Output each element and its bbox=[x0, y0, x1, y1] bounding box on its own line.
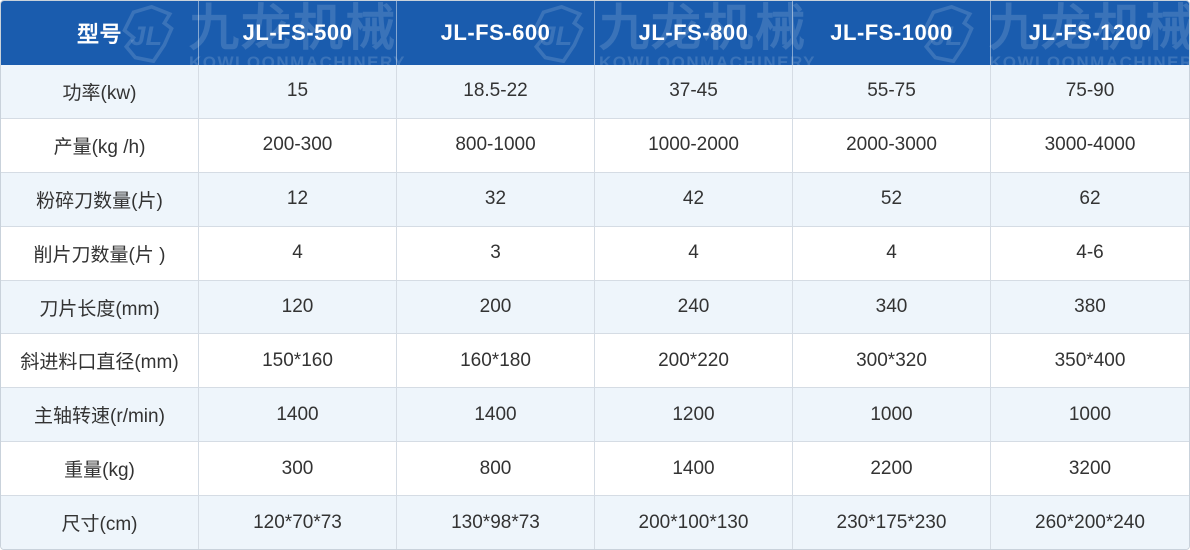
row-label: 重量(kg) bbox=[1, 442, 199, 496]
header-cell-fs1000: JL-FS-1000 bbox=[793, 1, 991, 65]
row-label: 功率(kw) bbox=[1, 65, 199, 118]
spec-value-cell: 62 bbox=[1079, 188, 1101, 210]
spec-value-cell: 300 bbox=[199, 442, 397, 496]
spec-value-cell: 2200 bbox=[793, 442, 991, 496]
spec-value-cell: 150*160 bbox=[199, 334, 397, 388]
spec-value-cell: 75-90 bbox=[1065, 80, 1115, 102]
spec-value-cell: 200 bbox=[397, 280, 595, 334]
header-cell-fs500: JL-FS-500 bbox=[199, 1, 397, 65]
spec-value-cell: 18.5-22 bbox=[397, 65, 595, 118]
spec-value-cell: 200-300 bbox=[199, 118, 397, 172]
row-label: 斜进料口直径(mm) bbox=[1, 334, 199, 388]
table-row: 削片刀数量(片 ) 4 3 4 4 4-6 bbox=[1, 226, 1189, 281]
row-label: 粉碎刀数量(片) bbox=[1, 172, 199, 226]
spec-value-cell: 55-75 bbox=[793, 65, 991, 118]
spec-value-cell: 200*100*130 bbox=[595, 496, 793, 549]
table-header: JL 九龙机械 KOWLOONMACHINERY JL 九龙机械 KOWLOON… bbox=[1, 1, 1189, 65]
spec-value-cell: 32 bbox=[397, 172, 595, 226]
spec-value-cell: 340 bbox=[793, 280, 991, 334]
table-row: 粉碎刀数量(片) 12 32 42 52 62 bbox=[1, 172, 1189, 227]
spec-value-cell: 1400 bbox=[595, 442, 793, 496]
spec-value-cell: 1000 bbox=[793, 388, 991, 442]
spec-value-cell: 260*200*240 bbox=[1035, 511, 1145, 533]
header-cell-model: 型号 bbox=[1, 1, 199, 65]
spec-value-cell: 230*175*230 bbox=[793, 496, 991, 549]
spec-value-cell: 380 bbox=[1074, 296, 1106, 317]
table-row: 主轴转速(r/min) 1400 1400 1200 1000 1000 bbox=[1, 388, 1189, 443]
spec-value-cell: 4 bbox=[199, 226, 397, 280]
table-row: 刀片长度(mm) 120 200 240 340 380 bbox=[1, 280, 1189, 335]
spec-value-cell: 3 bbox=[397, 226, 595, 280]
row-label: 尺寸(cm) bbox=[1, 496, 199, 549]
spec-value-cell: 2000-3000 bbox=[793, 118, 991, 172]
spec-value-cell: 52 bbox=[793, 172, 991, 226]
spec-value-cell: 120 bbox=[199, 280, 397, 334]
row-label: 主轴转速(r/min) bbox=[1, 388, 199, 442]
spec-value-cell: 800 bbox=[397, 442, 595, 496]
table-row: 重量(kg) 300 800 1400 2200 3200 bbox=[1, 442, 1189, 497]
table-body: 功率(kw) 15 18.5-22 37-45 55-75 75-90 产量(kg /h) 2… bbox=[1, 65, 1189, 549]
spec-value-cell: 15 bbox=[199, 65, 397, 118]
spec-value-cell: 1400 bbox=[397, 388, 595, 442]
table-row: 产量(kg /h) 200-300 800-1000 1000-2000 2000-30… bbox=[1, 118, 1189, 173]
spec-value-cell: 120*70*73 bbox=[199, 496, 397, 549]
spec-value-cell: 800-1000 bbox=[397, 118, 595, 172]
spec-value-cell: 37-45 bbox=[595, 65, 793, 118]
spec-value-cell: 1000-2000 bbox=[595, 118, 793, 172]
spec-value-cell: 3000-4000 bbox=[1044, 134, 1136, 156]
spec-value-cell: 240 bbox=[595, 280, 793, 334]
header-cell-fs1200: JL-FS-1200 bbox=[1028, 20, 1152, 45]
spec-value-cell: 200*220 bbox=[595, 334, 793, 388]
spec-value-cell: 3200 bbox=[1068, 457, 1112, 479]
spec-value-cell: 160*180 bbox=[397, 334, 595, 388]
spec-value-cell: 350*400 bbox=[1054, 349, 1126, 371]
table-row: 尺寸(cm) 120*70*73 130*98*73 200*100*130 230*1… bbox=[1, 496, 1189, 549]
spec-value-cell: 4 bbox=[793, 226, 991, 280]
row-label: 削片刀数量(片 ) bbox=[1, 226, 199, 280]
row-label: 刀片长度(mm) bbox=[1, 280, 199, 334]
spec-value-cell: 1200 bbox=[595, 388, 793, 442]
spec-value-cell: 4-6 bbox=[1076, 242, 1104, 264]
spec-value-cell: 12 bbox=[199, 172, 397, 226]
spec-value-cell: 300*320 bbox=[793, 334, 991, 388]
spec-value-cell: 130*98*73 bbox=[397, 496, 595, 549]
table-row: 斜进料口直径(mm) 150*160 160*180 200*220 300*320 35… bbox=[1, 334, 1189, 389]
header-cell-fs600: JL-FS-600 bbox=[397, 1, 595, 65]
spec-value-cell: 4 bbox=[595, 226, 793, 280]
row-label: 产量(kg /h) bbox=[1, 118, 199, 172]
spec-value-cell: 1000 bbox=[1068, 403, 1112, 425]
header-cell-fs800: JL-FS-800 bbox=[595, 1, 793, 65]
spec-value-cell: 42 bbox=[595, 172, 793, 226]
spec-value-cell: 1400 bbox=[199, 388, 397, 442]
table-row: 功率(kw) 15 18.5-22 37-45 55-75 75-90 bbox=[1, 65, 1189, 119]
